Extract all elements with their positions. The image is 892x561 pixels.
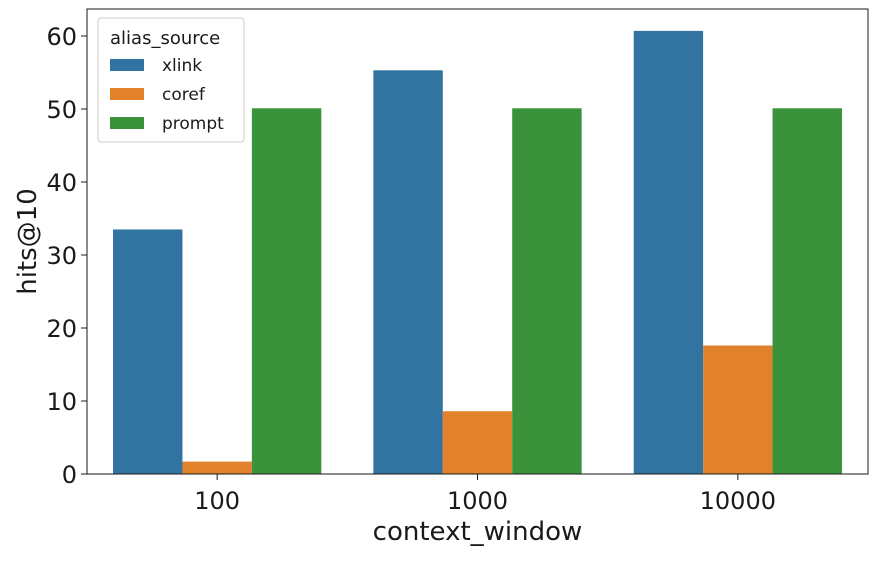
bar-prompt-10000: [772, 108, 842, 474]
y-axis-label: hits@10: [13, 188, 43, 295]
legend-box: [97, 17, 245, 143]
bar-coref-10000: [703, 345, 773, 474]
bars-layer: [113, 30, 842, 475]
legend-label-prompt: prompt: [162, 114, 224, 134]
y-tick-label: 0: [62, 461, 77, 489]
y-axis-ticks: 0 10 20 30 40 50 60: [46, 23, 87, 489]
y-tick-label: 20: [46, 315, 77, 343]
bar-coref-1000: [442, 411, 513, 474]
y-tick-label: 40: [46, 169, 77, 197]
bar-coref-100: [182, 461, 252, 474]
legend-swatch-xlink: [110, 59, 144, 71]
bar-prompt-100: [251, 108, 322, 474]
x-tick-label: 10000: [700, 487, 776, 515]
x-tick-label: 100: [194, 487, 240, 515]
bar-xlink-10000: [633, 30, 704, 474]
y-tick-label: 30: [46, 242, 77, 270]
legend-label-xlink: xlink: [162, 56, 202, 76]
legend-label-coref: coref: [162, 85, 206, 105]
x-axis-ticks: 100 1000 10000: [194, 474, 776, 515]
x-tick-label: 1000: [447, 487, 508, 515]
legend-swatch-prompt: [110, 117, 144, 129]
y-tick-label: 10: [46, 388, 77, 416]
legend-swatch-coref: [110, 88, 144, 100]
legend: alias_source xlink coref prompt: [97, 17, 245, 143]
bar-prompt-1000: [512, 108, 582, 474]
x-axis-label: context_window: [373, 517, 583, 547]
y-tick-label: 50: [46, 96, 77, 124]
bar-xlink-1000: [373, 70, 443, 475]
y-tick-label: 60: [46, 23, 77, 51]
bar-xlink-100: [113, 229, 183, 474]
legend-title: alias_source: [110, 28, 220, 49]
legend-items: xlink coref prompt: [110, 56, 224, 134]
